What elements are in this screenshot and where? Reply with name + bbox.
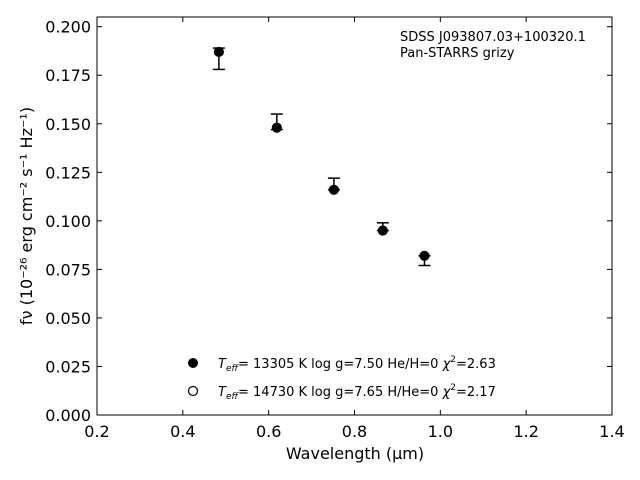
y-tick-label: 0.100 <box>45 212 91 231</box>
plot-frame <box>96 16 613 416</box>
x-tick-label: 0.8 <box>342 422 367 441</box>
model-point-filled <box>328 184 339 195</box>
y-tick-label: 0.000 <box>45 406 91 425</box>
legend: Teff= 13305 K log g=7.50 He/H=0 χ2=2.63 … <box>187 355 496 402</box>
model-point-filled <box>271 122 282 133</box>
model-point-filled <box>419 250 430 261</box>
y-tick-label: 0.125 <box>45 163 91 182</box>
legend-entry-0: Teff= 13305 K log g=7.50 He/H=0 χ2=2.63 <box>218 355 496 374</box>
x-tick-label: 1.0 <box>428 422 453 441</box>
annotation-survey: Pan-STARRS grizy <box>400 46 515 61</box>
y-tick-label: 0.150 <box>45 115 91 134</box>
axes <box>96 16 613 416</box>
legend-marker-open <box>187 385 199 397</box>
y-tick-label: 0.050 <box>45 309 91 328</box>
x-tick-label: 0.4 <box>170 422 195 441</box>
y-tick-label: 0.025 <box>45 357 91 376</box>
model-point-filled <box>377 225 388 236</box>
legend-entry-1: Teff= 14730 K log g=7.65 H/He=0 χ2=2.17 <box>218 383 496 402</box>
x-axis-label: Wavelength (μm) <box>286 444 424 463</box>
model-point-filled <box>213 46 224 58</box>
x-tick-label: 1.4 <box>599 422 624 441</box>
y-tick-label: 0.075 <box>45 260 91 279</box>
ticks: 0.2 0.4 0.6 0.8 1.0 1.2 1.4 0.000 0.025 0.050 0.07… <box>45 17 625 441</box>
legend-marker-filled <box>188 358 198 368</box>
data-marks <box>212 46 431 267</box>
y-axis-label: fν (10⁻²⁶ erg cm⁻² s⁻¹ Hz⁻¹) <box>17 107 36 325</box>
x-tick-label: 1.2 <box>513 422 538 441</box>
x-tick-label: 0.6 <box>256 422 281 441</box>
y-tick-label: 0.175 <box>45 66 91 85</box>
annotation-object: SDSS J093807.03+100320.1 <box>400 30 586 45</box>
y-tick-label: 0.200 <box>45 18 91 37</box>
x-tick-label: 0.2 <box>84 422 109 441</box>
